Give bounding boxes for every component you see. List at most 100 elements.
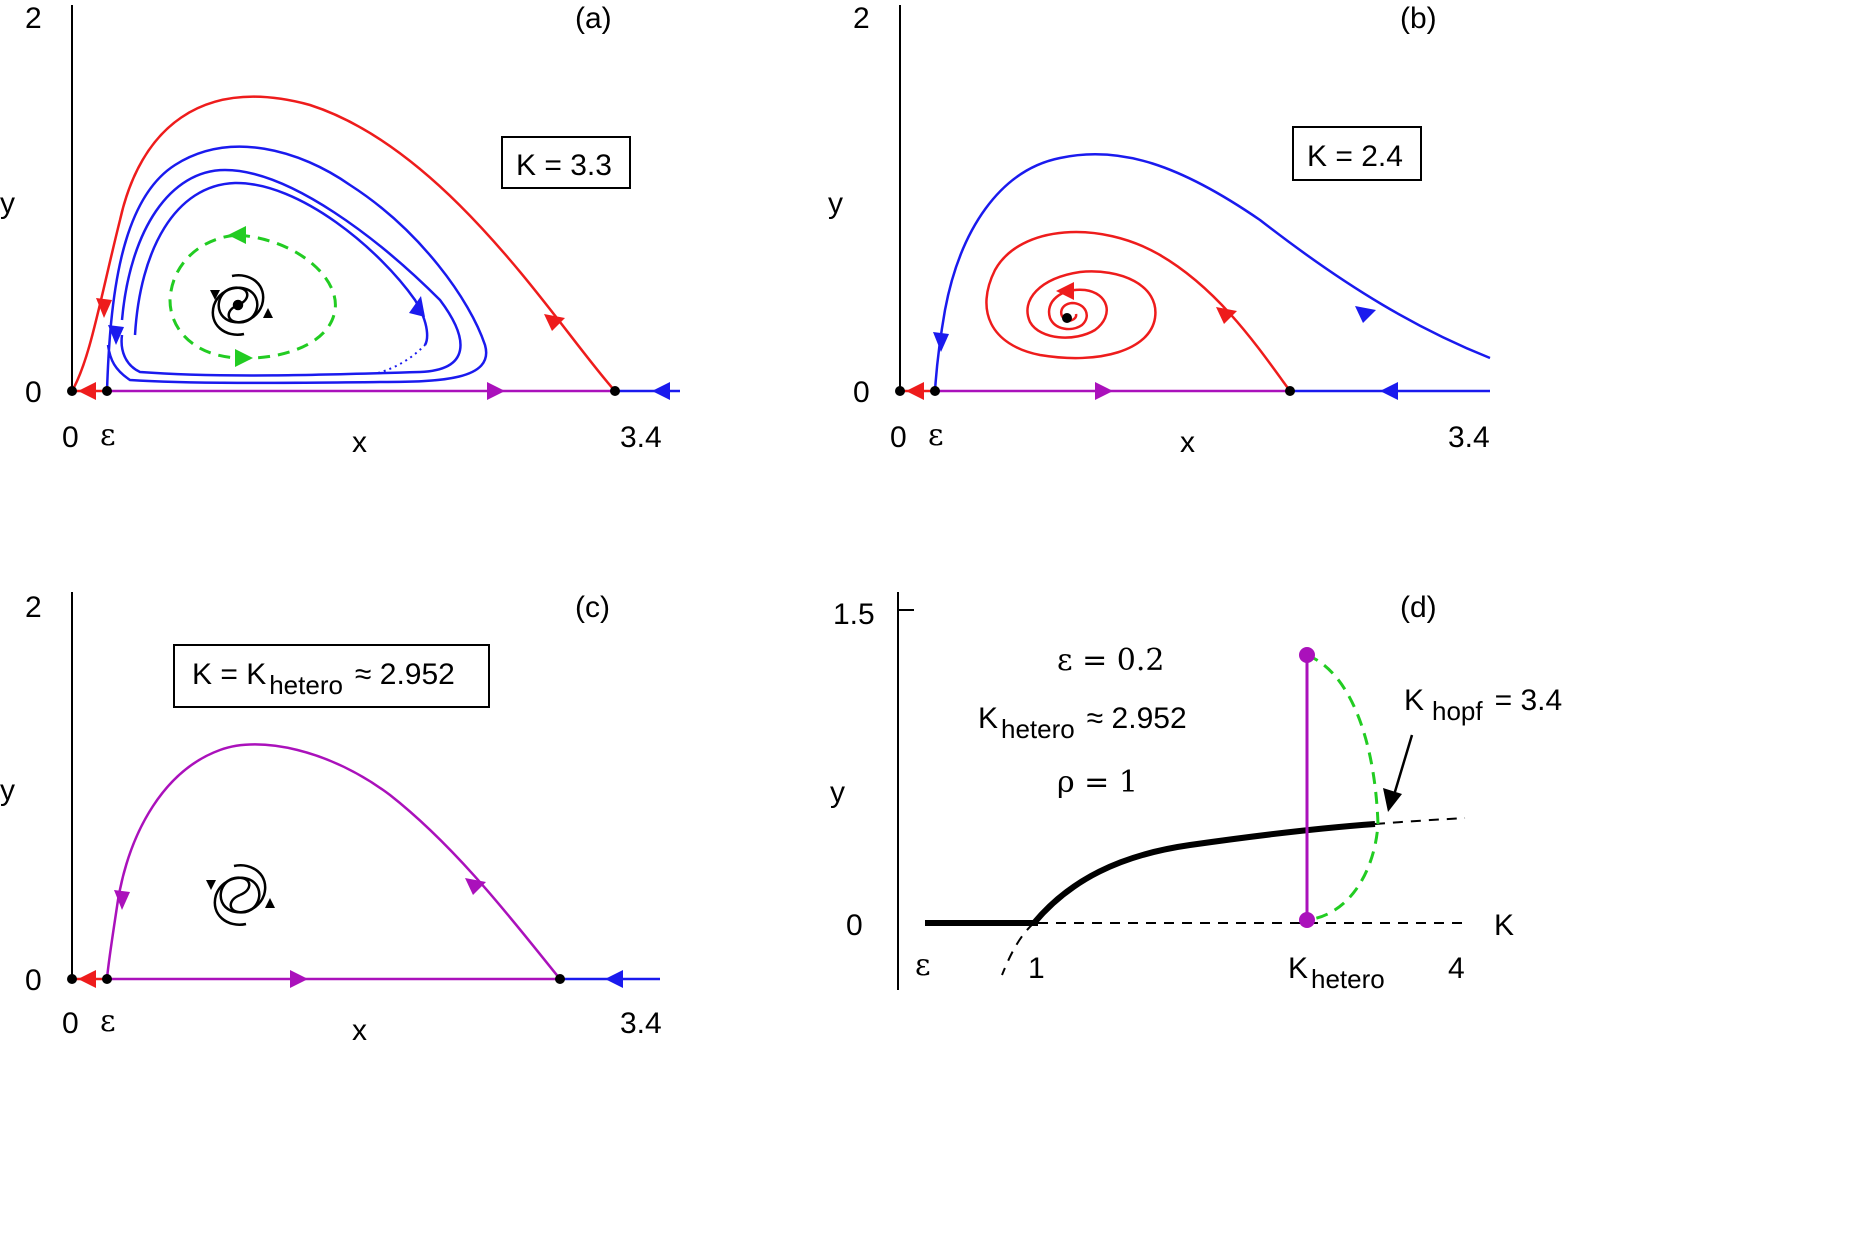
panel-a-label: (a) — [575, 2, 612, 35]
panel-c-red-arrow-left — [78, 970, 96, 988]
panel-c-x-max-tick: 3.4 — [620, 1007, 662, 1040]
panel-d-khopf-num: = 3.4 — [1495, 684, 1563, 717]
panel-d-khetero-num: ≈ 2.952 — [1087, 702, 1187, 735]
panel-a-param-text: K = 3.3 — [516, 149, 612, 182]
panel-c-blue-arrow-x — [605, 970, 623, 988]
panel-b-label: (b) — [1400, 2, 1437, 35]
panel-a-x-label: x — [352, 426, 367, 459]
panel-c-param-prefix: K = K — [192, 658, 266, 691]
panel-d-x-hetero-main: K — [1288, 952, 1308, 985]
panel-c-purple-arrow-x — [290, 970, 308, 988]
panel-d-label: (d) — [1400, 591, 1437, 624]
panel-a-green-arrow-left — [228, 226, 246, 244]
panel-d-y-zero-tick: 0 — [846, 909, 863, 942]
panel-c-spiral-icon — [206, 864, 275, 926]
panel-b-y-zero-tick: 0 — [853, 376, 870, 409]
panel-d-purple-top-dot — [1299, 647, 1315, 663]
panel-c-equilibrium-k — [555, 974, 565, 984]
panel-a-spiral-icon — [210, 274, 273, 336]
panel-c-purple-arrow-up — [465, 878, 486, 895]
panel-b-purple-arrow-x — [1095, 382, 1113, 400]
panel-a-y-label: y — [0, 187, 15, 220]
panel-a-blue-arrow-up — [409, 296, 425, 317]
panel-a: (a) 2 0 y 0 ε 3.4 x K = 3.3 — [0, 2, 680, 459]
panel-b-blue-trajectory — [933, 152, 1491, 392]
panel-a-x-zero-tick: 0 — [62, 421, 79, 454]
panel-d-khetero-sub: hetero — [1001, 714, 1075, 744]
panel-a-param-box — [501, 136, 631, 189]
panel-c-param-suffix: ≈ 2.952 — [355, 658, 455, 691]
panel-b-blue-arrow-up — [1355, 306, 1376, 323]
panel-c-label: (c) — [575, 591, 610, 624]
panel-b-equilibrium-origin — [895, 386, 905, 396]
panel-d-eps-value: ε = 0.2 — [1057, 643, 1164, 678]
panel-c-x-label: x — [352, 1014, 367, 1047]
panel-a-blue-dotted-trajectory — [377, 344, 426, 374]
panel-c-purple-heteroclinic-orbit — [105, 743, 561, 980]
panel-a-red-arrow-left — [78, 382, 96, 400]
panel-c-y-top-tick: 2 — [25, 591, 42, 624]
panel-a-y-top-tick: 2 — [25, 2, 42, 35]
panel-c-x-eps-tick: ε — [100, 1004, 116, 1039]
panel-a-green-limit-cycle — [168, 233, 337, 360]
panel-d-unstable-continuation — [1001, 922, 1035, 976]
panel-b-x-zero-tick: 0 — [890, 421, 907, 454]
panel-d-y-top-tick: 1.5 — [833, 598, 875, 631]
panel-d-hopf-pointer-line — [1392, 734, 1414, 796]
panel-b-equilibrium-interior — [1062, 313, 1072, 323]
panel-a-blue-outer-trajectory — [105, 145, 488, 392]
panel-c-y-zero-tick: 0 — [25, 964, 42, 997]
panel-b-red-spiral-trajectory — [985, 230, 1292, 392]
panel-a-red-arrow-up — [544, 314, 565, 331]
panel-b: (b) 2 0 y 0 ε 3.4 x K = 2.4 — [828, 2, 1491, 459]
panel-b-x-eps-tick: ε — [928, 418, 944, 453]
panel-d-purple-bottom-dot — [1299, 912, 1315, 928]
panel-d-x-hetero-sub: hetero — [1311, 964, 1385, 994]
panel-b-x-label: x — [1180, 426, 1195, 459]
panel-b-red-arrow-up — [1216, 307, 1237, 324]
panel-d-hopf-pointer-head — [1383, 788, 1402, 812]
panel-b-equilibrium-eps — [930, 386, 940, 396]
panel-a-blue-mid-trajectory — [120, 168, 462, 377]
panel-b-red-arrow-left — [906, 382, 924, 400]
panel-d-x-one-tick: 1 — [1028, 952, 1045, 985]
panel-d-unstable-equilibrium-branch — [1374, 817, 1466, 825]
panel-d-khopf-sub: hopf — [1432, 696, 1483, 726]
panel-a-blue-inner-trajectory — [133, 181, 429, 346]
panel-c-x-zero-tick: 0 — [62, 1007, 79, 1040]
panel-d-khopf-main: K — [1404, 684, 1424, 717]
panel-a-equilibrium-origin — [67, 386, 77, 396]
panel-d-y-label: y — [830, 776, 845, 809]
panel-b-param-box — [1292, 126, 1422, 181]
panel-d-x-four-tick: 4 — [1448, 952, 1465, 985]
panel-b-x-max-tick: 3.4 — [1448, 421, 1490, 454]
panel-a-purple-arrow-x — [487, 382, 505, 400]
panel-a-equilibrium-k — [610, 386, 620, 396]
panel-d-khetero-main: K — [978, 702, 998, 735]
panel-c-equilibrium-origin — [67, 974, 77, 984]
panel-b-blue-arrow-down — [933, 332, 949, 352]
panel-c-equilibrium-eps — [102, 974, 112, 984]
panel-b-equilibrium-k — [1285, 386, 1295, 396]
panel-a-x-eps-tick: ε — [100, 418, 116, 453]
panel-a-blue-arrow-down — [108, 325, 124, 345]
panel-a-equilibrium-eps — [102, 386, 112, 396]
panel-d-rho-value: ρ = 1 — [1057, 765, 1138, 800]
panel-c-param-sub: hetero — [269, 670, 343, 700]
panel-b-red-arrow-spiral — [1056, 282, 1074, 300]
panel-c-param-box — [173, 644, 490, 708]
panel-c-purple-arrow-down — [114, 890, 130, 910]
panel-a-x-max-tick: 3.4 — [620, 421, 662, 454]
panel-a-blue-arrow-x — [652, 382, 670, 400]
panel-d-green-limit-cycle-branch — [1306, 653, 1380, 922]
panel-b-blue-arrow-x — [1380, 382, 1398, 400]
panel-a-green-arrow-right — [235, 349, 253, 367]
panel-d-stable-equilibrium-branch — [1031, 821, 1376, 925]
panel-a-red-arrow-down — [96, 298, 112, 318]
